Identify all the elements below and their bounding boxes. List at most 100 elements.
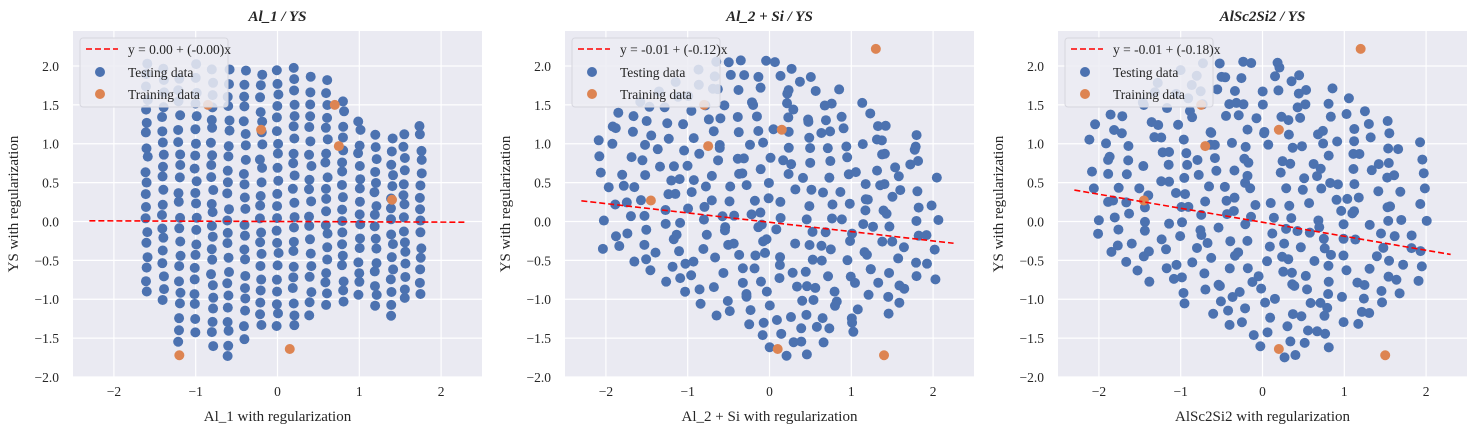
testing-point (1353, 192, 1364, 203)
testing-point (1415, 137, 1426, 148)
testing-point (369, 281, 380, 292)
testing-point (614, 241, 625, 252)
x-tick-label: 2 (930, 384, 937, 399)
testing-point (1265, 198, 1276, 209)
testing-point (1212, 84, 1223, 95)
testing-point (369, 187, 380, 198)
testing-point (1161, 244, 1172, 255)
testing-point (322, 99, 333, 110)
testing-point (1283, 115, 1294, 126)
testing-point (905, 159, 916, 170)
testing-point (239, 101, 250, 112)
testing-point (272, 260, 283, 271)
testing-point (1300, 270, 1311, 281)
testing-point (1260, 297, 1271, 308)
testing-point (860, 179, 871, 190)
testing-point (724, 196, 735, 207)
testing-point (353, 289, 364, 300)
testing-point (1179, 298, 1190, 309)
x-tick-label: −2 (599, 384, 613, 399)
testing-point (718, 267, 729, 278)
legend: y = 0.00 + (-0.00)x Testing data Training … (79, 37, 231, 108)
y-tick-label: −0.5 (527, 253, 552, 268)
testing-point (1208, 308, 1219, 319)
testing-point (805, 157, 816, 168)
testing-point (207, 231, 218, 242)
testing-point (256, 248, 267, 259)
testing-point (240, 293, 251, 304)
testing-point (272, 78, 283, 89)
testing-point (790, 238, 801, 249)
testing-point (618, 180, 629, 191)
testing-point (1253, 271, 1264, 282)
testing-point (1396, 214, 1407, 225)
testing-point (719, 100, 730, 111)
testing-point (810, 282, 821, 293)
testing-point (785, 312, 796, 323)
testing-point (881, 208, 892, 219)
testing-point (1178, 287, 1189, 298)
testing-point (1106, 246, 1117, 257)
testing-point (386, 310, 397, 321)
testing-points (1084, 56, 1432, 363)
testing-point (877, 236, 888, 247)
testing-point (239, 244, 250, 255)
testing-point (1416, 261, 1427, 272)
testing-point (737, 277, 748, 288)
testing-point (255, 237, 266, 248)
testing-point (865, 108, 876, 119)
testing-point (816, 255, 827, 266)
training-point (703, 141, 714, 152)
testing-point (305, 99, 316, 110)
testing-point (694, 284, 705, 295)
testing-point (679, 145, 690, 156)
testing-point (1285, 336, 1296, 347)
testing-point (289, 320, 300, 331)
testing-point (208, 185, 219, 196)
training-point (776, 124, 787, 135)
testing-point (847, 317, 858, 328)
testing-point (415, 288, 426, 299)
x-tick-label: 0 (1259, 384, 1266, 399)
testing-point (834, 84, 845, 95)
testing-point (240, 154, 251, 165)
testing-point (790, 184, 801, 195)
testing-point (1251, 113, 1262, 124)
testing-point (1187, 257, 1198, 268)
regression-line (1074, 189, 1451, 256)
testing-point (1393, 144, 1404, 155)
testing-point (929, 244, 940, 255)
testing-point (1417, 154, 1428, 165)
testing-point (1302, 325, 1313, 336)
testing-point (737, 263, 748, 274)
testing-point (1173, 119, 1184, 130)
testing-point (775, 212, 786, 223)
testing-point (1319, 243, 1330, 254)
testing-point (1225, 236, 1236, 247)
testing-point (173, 124, 184, 135)
testing-point (1304, 198, 1315, 209)
testing-point (272, 213, 283, 224)
testing-point (1105, 109, 1116, 120)
testing-point (354, 196, 365, 207)
testing-point (710, 252, 721, 263)
testing-point (322, 112, 333, 123)
testing-point (1297, 184, 1308, 195)
testing-point (239, 219, 250, 230)
testing-point (1318, 138, 1329, 149)
testing-point (288, 62, 299, 73)
testing-point (810, 85, 821, 96)
testing-point (1215, 296, 1226, 307)
testing-point (595, 167, 606, 178)
testing-point (175, 160, 186, 171)
testing-point (224, 125, 235, 136)
testing-point (913, 202, 924, 213)
testing-point (206, 244, 217, 255)
x-tick-label: −1 (681, 384, 695, 399)
testing-point (273, 89, 284, 100)
testing-point (894, 297, 905, 308)
testing-point (272, 162, 283, 173)
testing-point (746, 209, 757, 220)
testing-point (141, 262, 152, 273)
testing-point (337, 132, 348, 143)
